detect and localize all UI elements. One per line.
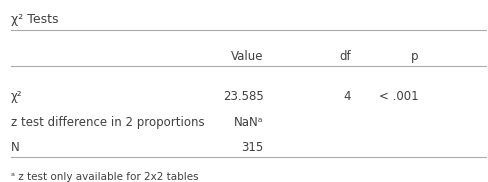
Text: 4: 4 (343, 90, 351, 103)
Text: N: N (11, 141, 20, 154)
Text: χ²: χ² (11, 90, 22, 103)
Text: 23.585: 23.585 (223, 90, 264, 103)
Text: ᵃ z test only available for 2x2 tables: ᵃ z test only available for 2x2 tables (11, 172, 199, 182)
Text: NaNᵃ: NaNᵃ (234, 116, 264, 128)
Text: df: df (339, 50, 351, 63)
Text: 315: 315 (241, 141, 264, 154)
Text: < .001: < .001 (379, 90, 419, 103)
Text: Value: Value (231, 50, 264, 63)
Text: p: p (411, 50, 419, 63)
Text: χ² Tests: χ² Tests (11, 13, 59, 26)
Text: z test difference in 2 proportions: z test difference in 2 proportions (11, 116, 205, 128)
